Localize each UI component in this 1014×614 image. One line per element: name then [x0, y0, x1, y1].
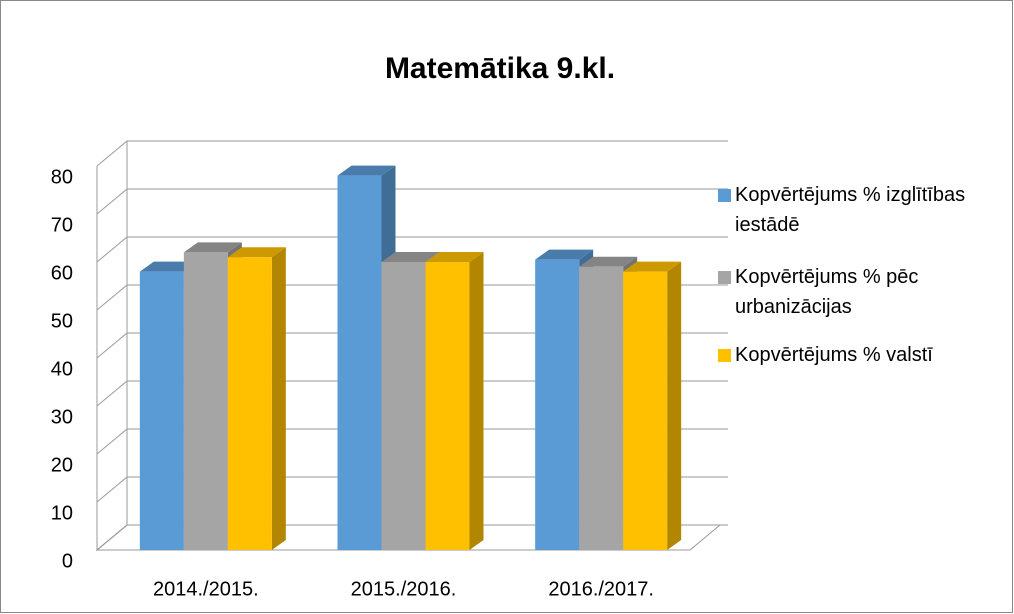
legend-label: Kopvērtējums % izglītības iestādē: [735, 184, 966, 236]
y-tick-label: 80: [51, 166, 73, 188]
bar-face: [139, 261, 198, 272]
grid-line: [96, 524, 728, 551]
bar-face: [227, 257, 272, 550]
bar-face: [623, 271, 668, 550]
x-tick-label: 2016./2017.: [548, 578, 654, 600]
bar: [227, 247, 286, 550]
bar-face: [579, 266, 624, 550]
bar-face: [623, 261, 682, 272]
grid-line: [96, 332, 728, 359]
grid-line: [96, 284, 728, 311]
chart-title: Matemātika 9.kl.: [385, 52, 615, 85]
bar-face: [139, 271, 184, 550]
y-tick-label: 50: [51, 310, 73, 332]
bar-face: [183, 242, 242, 253]
bar-face: [535, 249, 594, 260]
bar-face: [337, 175, 382, 550]
bar-face: [469, 252, 484, 550]
bar-face: [381, 252, 440, 262]
y-tick-label: 30: [51, 406, 73, 428]
bar-face: [425, 252, 484, 262]
bar-face: [183, 252, 228, 550]
bar: [425, 252, 484, 550]
legend-swatch: [718, 349, 731, 362]
grid-line: [96, 428, 728, 455]
grid-line: [96, 476, 728, 503]
y-tick-label: 60: [51, 262, 73, 284]
grid-line: [96, 188, 728, 215]
y-tick-label: 10: [51, 502, 73, 524]
bar-face: [227, 247, 286, 258]
y-tick-label: 0: [62, 550, 73, 572]
y-tick-label: 70: [51, 214, 73, 236]
x-tick-label: 2015./2016.: [351, 578, 457, 600]
legend-swatch: [718, 271, 731, 284]
legend-label: Kopvērtējums % pēc urbanizācijas: [735, 266, 919, 318]
grid-line: [96, 140, 728, 167]
bar-face: [425, 262, 470, 550]
bar-face: [381, 262, 426, 550]
bar-face: [667, 261, 682, 550]
bar-face: [271, 247, 286, 550]
bar: [623, 261, 682, 550]
bar-face: [337, 165, 396, 176]
legend-label: Kopvērtējums % valstī: [735, 344, 933, 366]
grid-line: [96, 236, 728, 263]
grid-line: [96, 380, 728, 407]
bar-face: [535, 259, 580, 550]
bar-face: [579, 256, 638, 267]
y-tick-label: 20: [51, 454, 73, 476]
y-tick-label: 40: [51, 358, 73, 380]
x-tick-label: 2014./2015.: [153, 578, 259, 600]
legend-swatch: [718, 189, 731, 202]
